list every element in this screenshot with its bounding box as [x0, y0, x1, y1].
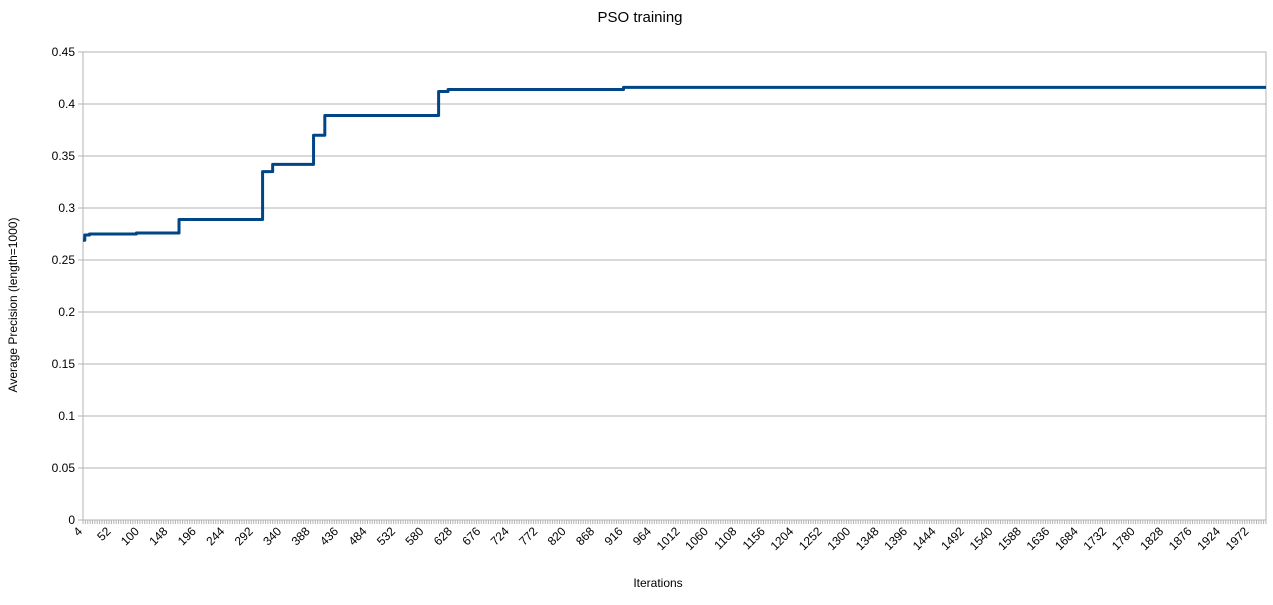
y-tick-label: 0.05 — [52, 461, 76, 475]
x-tick-label: 1252 — [796, 524, 825, 553]
x-tick-labels: 4 52 100 148 196 244 292 340 388 436 484 532 580 628 6… — [70, 524, 1251, 553]
x-tick-label: 676 — [459, 524, 483, 548]
y-tick-label: 0 — [68, 513, 75, 527]
x-tick-label: 1924 — [1194, 524, 1223, 553]
x-minor-tick-marks — [82, 520, 1267, 524]
plot-area — [82, 51, 1267, 521]
x-tick-label: 1636 — [1024, 524, 1053, 553]
x-tick-label: 1732 — [1081, 524, 1110, 553]
x-tick-label: 1060 — [682, 524, 711, 553]
chart-title: PSO training — [597, 9, 682, 26]
x-tick-label: 292 — [232, 524, 256, 548]
x-tick-label: 1204 — [768, 524, 797, 553]
y-tick-label: 0.45 — [52, 45, 76, 59]
x-minor-ticks — [82, 520, 1267, 524]
x-tick-label: 1492 — [938, 524, 967, 553]
y-tick-label: 0.2 — [58, 305, 75, 319]
y-tick-label: 0.4 — [58, 97, 75, 111]
x-tick-label: 388 — [289, 524, 313, 548]
x-tick-label: 724 — [488, 524, 512, 548]
x-tick-label: 1972 — [1223, 524, 1252, 553]
x-tick-label: 436 — [317, 524, 341, 548]
x-tick-label: 1348 — [853, 524, 882, 553]
x-tick-label: 868 — [573, 524, 597, 548]
x-tick-label: 1540 — [967, 524, 996, 553]
x-tick-label: 1876 — [1166, 524, 1195, 553]
x-tick-label: 1684 — [1052, 524, 1081, 553]
x-tick-label: 244 — [203, 524, 227, 548]
series-line — [83, 85, 1266, 242]
y-axis-title: Average Precision (length=1000) — [6, 218, 20, 393]
y-tick-label: 0.35 — [52, 149, 76, 163]
x-tick-label: 148 — [146, 524, 170, 548]
x-tick-label: 484 — [346, 524, 370, 548]
x-tick-label: 1396 — [881, 524, 910, 553]
series-layer — [83, 85, 1266, 242]
y-tick-label: 0.3 — [58, 201, 75, 215]
x-tick-label: 772 — [516, 524, 540, 548]
x-tick-label: 580 — [402, 524, 426, 548]
x-tick-label: 916 — [602, 524, 626, 548]
x-tick-label: 1108 — [711, 524, 739, 552]
x-tick-label: 964 — [630, 524, 654, 548]
x-tick-label: 340 — [260, 524, 284, 548]
x-tick-label: 4 — [70, 524, 85, 539]
x-axis-title: Iterations — [633, 576, 682, 590]
x-tick-label: 1300 — [824, 524, 853, 553]
x-tick-label: 1588 — [995, 524, 1024, 553]
x-tick-label: 100 — [118, 524, 142, 548]
x-tick-label: 1156 — [740, 524, 768, 552]
x-tick-label: 1828 — [1137, 524, 1166, 553]
x-tick-label: 820 — [545, 524, 569, 548]
gridlines — [83, 51, 1266, 521]
y-tick-label: 0.15 — [52, 357, 76, 371]
x-tick-label: 52 — [94, 524, 114, 544]
x-tick-label: 1780 — [1109, 524, 1138, 553]
y-tick-label: 0.1 — [58, 409, 75, 423]
y-tick-labels: 0 0.05 0.1 0.15 0.2 0.25 0.3 0.35 0.4 0.45 — [52, 45, 83, 527]
x-tick-label: 532 — [374, 524, 398, 548]
x-tick-label: 1012 — [654, 524, 683, 553]
x-tick-label: 628 — [431, 524, 455, 548]
x-tick-label: 1444 — [910, 524, 939, 553]
y-tick-label: 0.25 — [52, 253, 76, 267]
x-tick-label: 196 — [175, 524, 199, 548]
